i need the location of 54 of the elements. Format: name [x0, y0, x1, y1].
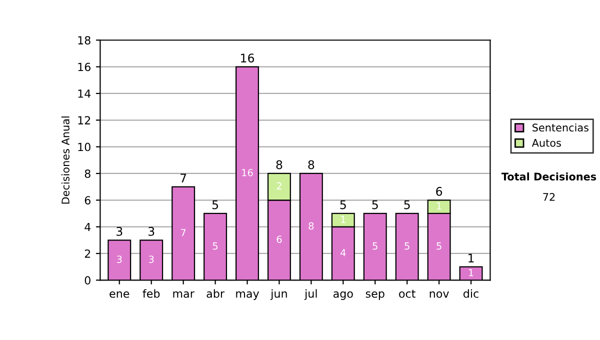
text: 72: [543, 193, 555, 201]
y-axis-title: Decisiones Anual: [61, 116, 70, 204]
total-label: 8: [308, 160, 314, 170]
total-label: 5: [404, 200, 410, 210]
data-label: 5: [372, 242, 378, 250]
total-label: 6: [436, 186, 442, 196]
x-tick-label: ago: [333, 291, 353, 300]
y-tick-label: 0: [84, 276, 90, 285]
y-tick-label: 18: [78, 36, 90, 44]
x-tick-label: dic: [464, 289, 478, 298]
y-tick-label: 14: [78, 90, 91, 98]
x-tick-label: nov: [430, 291, 449, 298]
data-label: 3: [117, 256, 122, 263]
y-tick-label: 16: [78, 62, 90, 72]
x-tick-label: mar: [173, 291, 194, 298]
data-label: 1: [468, 269, 474, 276]
total-label: 3: [116, 226, 122, 236]
x-tick-label: jun: [270, 289, 287, 300]
data-label: 6: [276, 236, 282, 243]
text: Total Decisiones: [501, 172, 596, 180]
data-label: 1: [341, 216, 346, 223]
total-label: 5: [340, 200, 346, 210]
data-label: 3: [148, 256, 154, 263]
x-tick-label: may: [236, 291, 260, 300]
data-label: 4: [340, 249, 346, 256]
y-tick-label: 6: [84, 196, 90, 205]
data-label: 8: [308, 222, 314, 230]
data-label: 7: [181, 229, 186, 236]
x-tick-label: oct: [399, 290, 416, 298]
y-tick-label: 10: [78, 142, 90, 152]
x-tick-label: ene: [110, 291, 130, 298]
total-label: 16: [241, 54, 254, 63]
x-tick-label: sep: [366, 291, 384, 300]
x-tick-label: feb: [142, 289, 160, 298]
legend-label: Sentencias: [532, 123, 588, 132]
total-label: 8: [276, 160, 282, 170]
total-label: 3: [148, 226, 154, 236]
x-tick-label: jul: [304, 289, 317, 300]
total-label: 1: [468, 254, 474, 262]
y-tick-label: 12: [78, 116, 90, 124]
data-label: 16: [242, 168, 253, 176]
total-label: 5: [372, 200, 378, 210]
data-label: 1: [437, 202, 442, 210]
y-tick-label: 8: [84, 169, 90, 178]
x-tick-label: abr: [206, 289, 224, 298]
data-label: 5: [436, 242, 442, 250]
total-label: 5: [212, 200, 218, 210]
data-label: 5: [212, 242, 218, 250]
data-label: 5: [404, 242, 410, 250]
data-label: 2: [276, 182, 282, 190]
legend-label: Autos: [532, 139, 561, 147]
total-label: 7: [180, 174, 186, 182]
y-tick-label: 4: [84, 222, 91, 232]
y-tick-label: 2: [84, 249, 90, 258]
